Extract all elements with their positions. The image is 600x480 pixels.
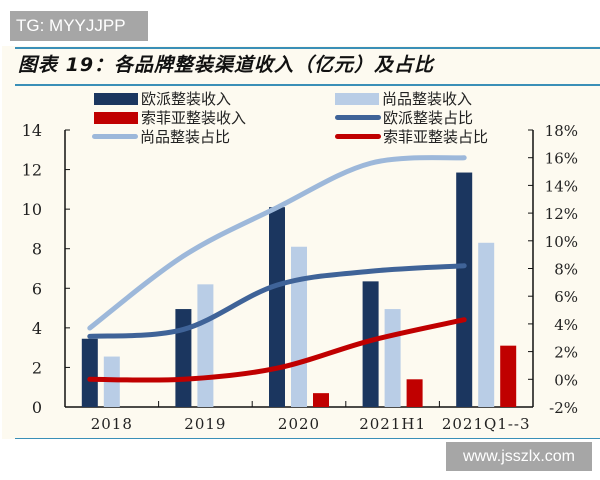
bar-oupai: [175, 309, 192, 407]
right-tick-label: 14%: [545, 177, 578, 195]
right-tick-label: 4%: [554, 316, 578, 334]
left-tick-label: 6: [32, 279, 42, 298]
right-tick-label: 10%: [545, 233, 578, 251]
right-tick-label: 8%: [554, 261, 578, 279]
legend-suofeiya-revenue: 索菲亚整装收入: [94, 107, 246, 128]
right-tick-label: 0%: [554, 371, 578, 389]
bar-suofeiya: [500, 345, 517, 407]
bar-oupai: [81, 338, 98, 407]
legend-swatch: [94, 111, 138, 124]
bar-shangpin: [291, 246, 307, 407]
bottom-rule: [15, 438, 600, 439]
title-top-rule: [15, 47, 600, 49]
bar-suofeiya: [313, 393, 329, 407]
legend-line: [335, 115, 381, 120]
legend-oupai-share: 欧派整装占比: [335, 107, 473, 128]
legend-label: 欧派整装占比: [383, 109, 474, 127]
right-tick-label: 6%: [554, 288, 578, 306]
left-tick-label: 10: [22, 200, 42, 219]
legend-shangpin-share: 尚品整装占比: [92, 126, 230, 147]
legend-shangpin-revenue: 尚品整装收入: [335, 88, 472, 109]
bar-oupai: [456, 172, 473, 407]
bar-oupai: [362, 281, 379, 407]
right-tick-label: 16%: [545, 150, 578, 168]
legend-oupai-revenue: 欧派整装收入: [94, 88, 231, 109]
legend-line: [335, 134, 381, 139]
legend-swatch: [94, 92, 138, 105]
legend-label: 尚品整装收入: [382, 90, 473, 108]
line-oupai-share: [87, 263, 467, 339]
x-tick-label: 2020: [278, 415, 320, 433]
left-tick-label: 0: [32, 398, 42, 417]
bar-shangpin: [384, 309, 401, 407]
legend-label: 索菲亚整装收入: [141, 109, 247, 127]
line-shangpin-share: [87, 155, 467, 331]
legend-suofeiya-share: 索菲亚整装占比: [335, 126, 488, 147]
watermark-tg: TG: MYYJJPP: [10, 11, 148, 41]
left-tick-label: 2: [32, 358, 42, 377]
watermark-site: www.jsszlx.com: [446, 442, 592, 471]
left-tick-label: 4: [32, 319, 42, 338]
title-bottom-rule: [15, 84, 600, 86]
legend-label: 欧派整装收入: [141, 90, 232, 108]
line-suofeiya-share: [87, 317, 467, 383]
left-tick-label: 14: [22, 121, 42, 140]
chart-title: 图表 19：各品牌整装渠道收入（亿元）及占比: [18, 54, 435, 76]
bar-shangpin: [197, 284, 214, 407]
right-tick-label: 12%: [545, 205, 578, 223]
right-tick-label: 18%: [545, 122, 578, 140]
right-tick-label: -2%: [549, 399, 578, 417]
x-tick-label: 2021H1: [359, 415, 426, 433]
legend-line: [92, 134, 138, 139]
legend-label: 索菲亚整装占比: [383, 128, 489, 146]
bar-oupai: [269, 207, 285, 407]
bar-shangpin: [478, 242, 495, 407]
x-tick-label: 2018: [91, 415, 133, 433]
x-tick-label: 2021Q1--3: [442, 415, 531, 433]
right-tick-label: 2%: [554, 344, 578, 362]
bar-suofeiya: [406, 379, 423, 407]
legend-swatch: [335, 92, 379, 105]
legend-label: 尚品整装占比: [140, 128, 231, 146]
x-tick-label: 2019: [184, 415, 226, 433]
left-tick-label: 12: [22, 161, 42, 180]
left-tick-label: 8: [32, 240, 42, 259]
